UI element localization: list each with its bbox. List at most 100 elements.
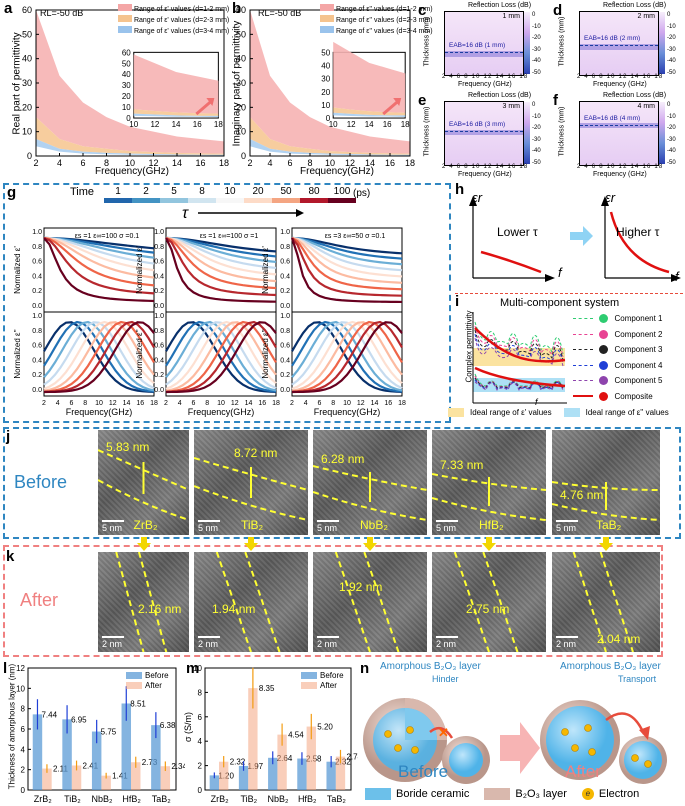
panel-i-xlabel: f: [535, 397, 538, 407]
panel-d-thick: 2 mm: [637, 13, 656, 20]
panel-f-xticks: 2 4 6 8 10 12 14 16 18: [577, 164, 664, 170]
panel-c-colorbar: [524, 12, 530, 74]
panel-g-ytick: 0.4: [32, 273, 42, 280]
panel-m-ytick: 2: [198, 762, 203, 771]
panel-i-ideal-imag: Ideal range of ε'' values: [585, 408, 669, 417]
panel-l-xtick: NbB₂: [91, 794, 113, 804]
panel-l-bar-after: [42, 768, 52, 790]
panel-m-legend-swatch: [301, 672, 317, 679]
panel-b-xtick: 18: [405, 158, 415, 168]
panel-g-ytick: 0.0: [154, 387, 164, 394]
panel-l-ytick: 8: [21, 705, 26, 714]
panel-a-inset-xtick: 12: [150, 120, 159, 129]
time-scale-item: 1: [104, 186, 132, 203]
panel-l-legend-swatch: [126, 682, 142, 689]
panel-g-curve: [43, 320, 155, 390]
panel-b-xlabel: Frequency(GHz): [300, 166, 374, 177]
panel-i-legend-label: Component 2: [614, 329, 663, 339]
panel-a-legend-3: Range of ε' values (d=3-4 mm): [133, 28, 230, 35]
panel-i-legend-item: Component 5: [573, 373, 663, 389]
panel-b-ytick: 50: [236, 29, 246, 39]
panel-b-area-1: [250, 10, 410, 154]
time-scale-value: 100: [333, 186, 351, 197]
panel-i-legend: Component 1 Component 2 Component 3 Comp…: [573, 311, 663, 404]
panel-b-inset-ytick: 50: [321, 48, 330, 57]
panel-i-composite-real: [474, 327, 566, 363]
panel-e-thick: 3 mm: [502, 103, 521, 110]
panel-g-params: εs =1 ε∞=100 σ =1: [200, 233, 259, 240]
panel-l-xtick: TaB₂: [152, 794, 172, 804]
panel-g-ytick: 0.6: [280, 343, 290, 350]
panel-g-ytick: 0.2: [154, 372, 164, 379]
tem-after-thickness: 2.16 nm: [138, 602, 182, 616]
panel-g-ytick: 0.2: [280, 372, 290, 379]
panel-g-ylabel-bottom: Normalized ε'': [13, 329, 22, 379]
panel-n-after: After: [565, 762, 601, 781]
panel-i-ylabel: Complex permittivity: [464, 310, 474, 383]
panel-m-ytick: 10: [193, 664, 202, 673]
tem-before-image: 4.76 nm TaB₂ 5 nm: [552, 430, 660, 535]
panel-g-tau: τ: [182, 205, 188, 222]
panel-n-legend-2: B₂O₃ layer: [515, 788, 567, 800]
panel-g-xtick: 14: [371, 400, 379, 407]
panel-i-legend-label: Component 3: [614, 345, 663, 354]
time-scale-item: 80: [300, 186, 328, 203]
panel-g-xtick: 6: [70, 400, 74, 407]
panel-g-curve: [291, 321, 403, 392]
panel-g-xtick: 16: [384, 400, 392, 407]
panel-d-label: d: [553, 2, 563, 19]
panel-g-charts: εs =1 ε∞=100 σ =0.12 4 6 8 10 12 14 16 180.00.00…: [13, 227, 406, 417]
panel-a-ytick: 0: [27, 151, 32, 161]
panel-l-xtick: HfB₂: [122, 794, 141, 804]
panel-g-ytick: 1.0: [32, 229, 42, 236]
panel-l-legend-label: Before: [145, 671, 169, 680]
time-scale-item: 20: [244, 186, 272, 203]
panel-e-colormap: e Reflection Loss (dB) 3 mm EAB=16 dB (3…: [418, 92, 548, 180]
panel-h-divider: [455, 293, 683, 294]
panel-m-data-label: 4.54: [288, 731, 304, 740]
tem-before-scale: 5 nm: [198, 523, 219, 533]
panel-a-inset-xtick: 16: [193, 120, 202, 129]
panel-l-data-label: 1.41: [112, 772, 128, 781]
tem-before-thickness: 6.28 nm: [321, 452, 365, 466]
tem-before-scale: 5 nm: [317, 523, 338, 533]
panel-b-legend-2: Range of ε'' values (d=2-3 mm): [335, 17, 433, 24]
panel-l-bar-before: [62, 719, 72, 790]
panel-f-map: 4 mm EAB=16 dB (4 mm): [579, 101, 659, 166]
panel-b-legend-3: Range of ε'' values (d=3-4 mm): [335, 28, 433, 35]
panel-l-xtick: TiB₂: [64, 794, 81, 804]
panel-d-eab: EAB=16 dB (2 mm): [584, 34, 641, 42]
panel-k-label: k: [6, 548, 15, 565]
panel-b-rl: RL=-50 dB: [258, 8, 302, 18]
panel-m-bar-after: [335, 756, 346, 790]
tem-after-thickness: 2.75 nm: [466, 602, 510, 616]
panel-a-xtick: 14: [172, 158, 182, 168]
tem-after-thickness: 1.94 nm: [212, 602, 256, 616]
panel-g-ytick: 0.2: [32, 372, 42, 379]
panel-e-label: e: [418, 92, 427, 109]
panel-h-label: h: [455, 181, 465, 198]
panel-i-component-real: [474, 333, 564, 364]
before-after-arrow-icon: [482, 537, 496, 556]
panel-g-xtick: 6: [192, 400, 196, 407]
panel-g-xtick: 4: [56, 400, 60, 407]
panel-l-ytick: 4: [21, 745, 26, 754]
panel-g-curve: [43, 320, 155, 392]
panel-l-bar-after: [131, 762, 141, 790]
panel-f-colorbar: [659, 102, 665, 164]
panel-g-curve: [43, 320, 155, 393]
panel-d-title: Reflection Loss (dB): [603, 2, 667, 9]
time-scale-item: 8: [188, 186, 216, 203]
panel-g-curve: [165, 320, 277, 393]
panel-g-ylabel-bottom: Normalized ε'': [261, 329, 270, 379]
panel-d-colormap: d Reflection Loss (dB) 2 mm EAB=16 dB (2…: [553, 2, 683, 90]
panel-g-curve: [291, 236, 403, 284]
panel-g-curve: [291, 320, 403, 390]
time-scale-value: 2: [143, 186, 149, 197]
panel-d-cbar-ticks: 0 -10 -20 -30 -40 -50: [667, 12, 676, 76]
panel-d-map: 2 mm EAB=16 dB (2 mm): [579, 11, 659, 76]
panel-b-inset-area-2: [333, 107, 406, 116]
panel-i-component-imag: [474, 381, 564, 391]
